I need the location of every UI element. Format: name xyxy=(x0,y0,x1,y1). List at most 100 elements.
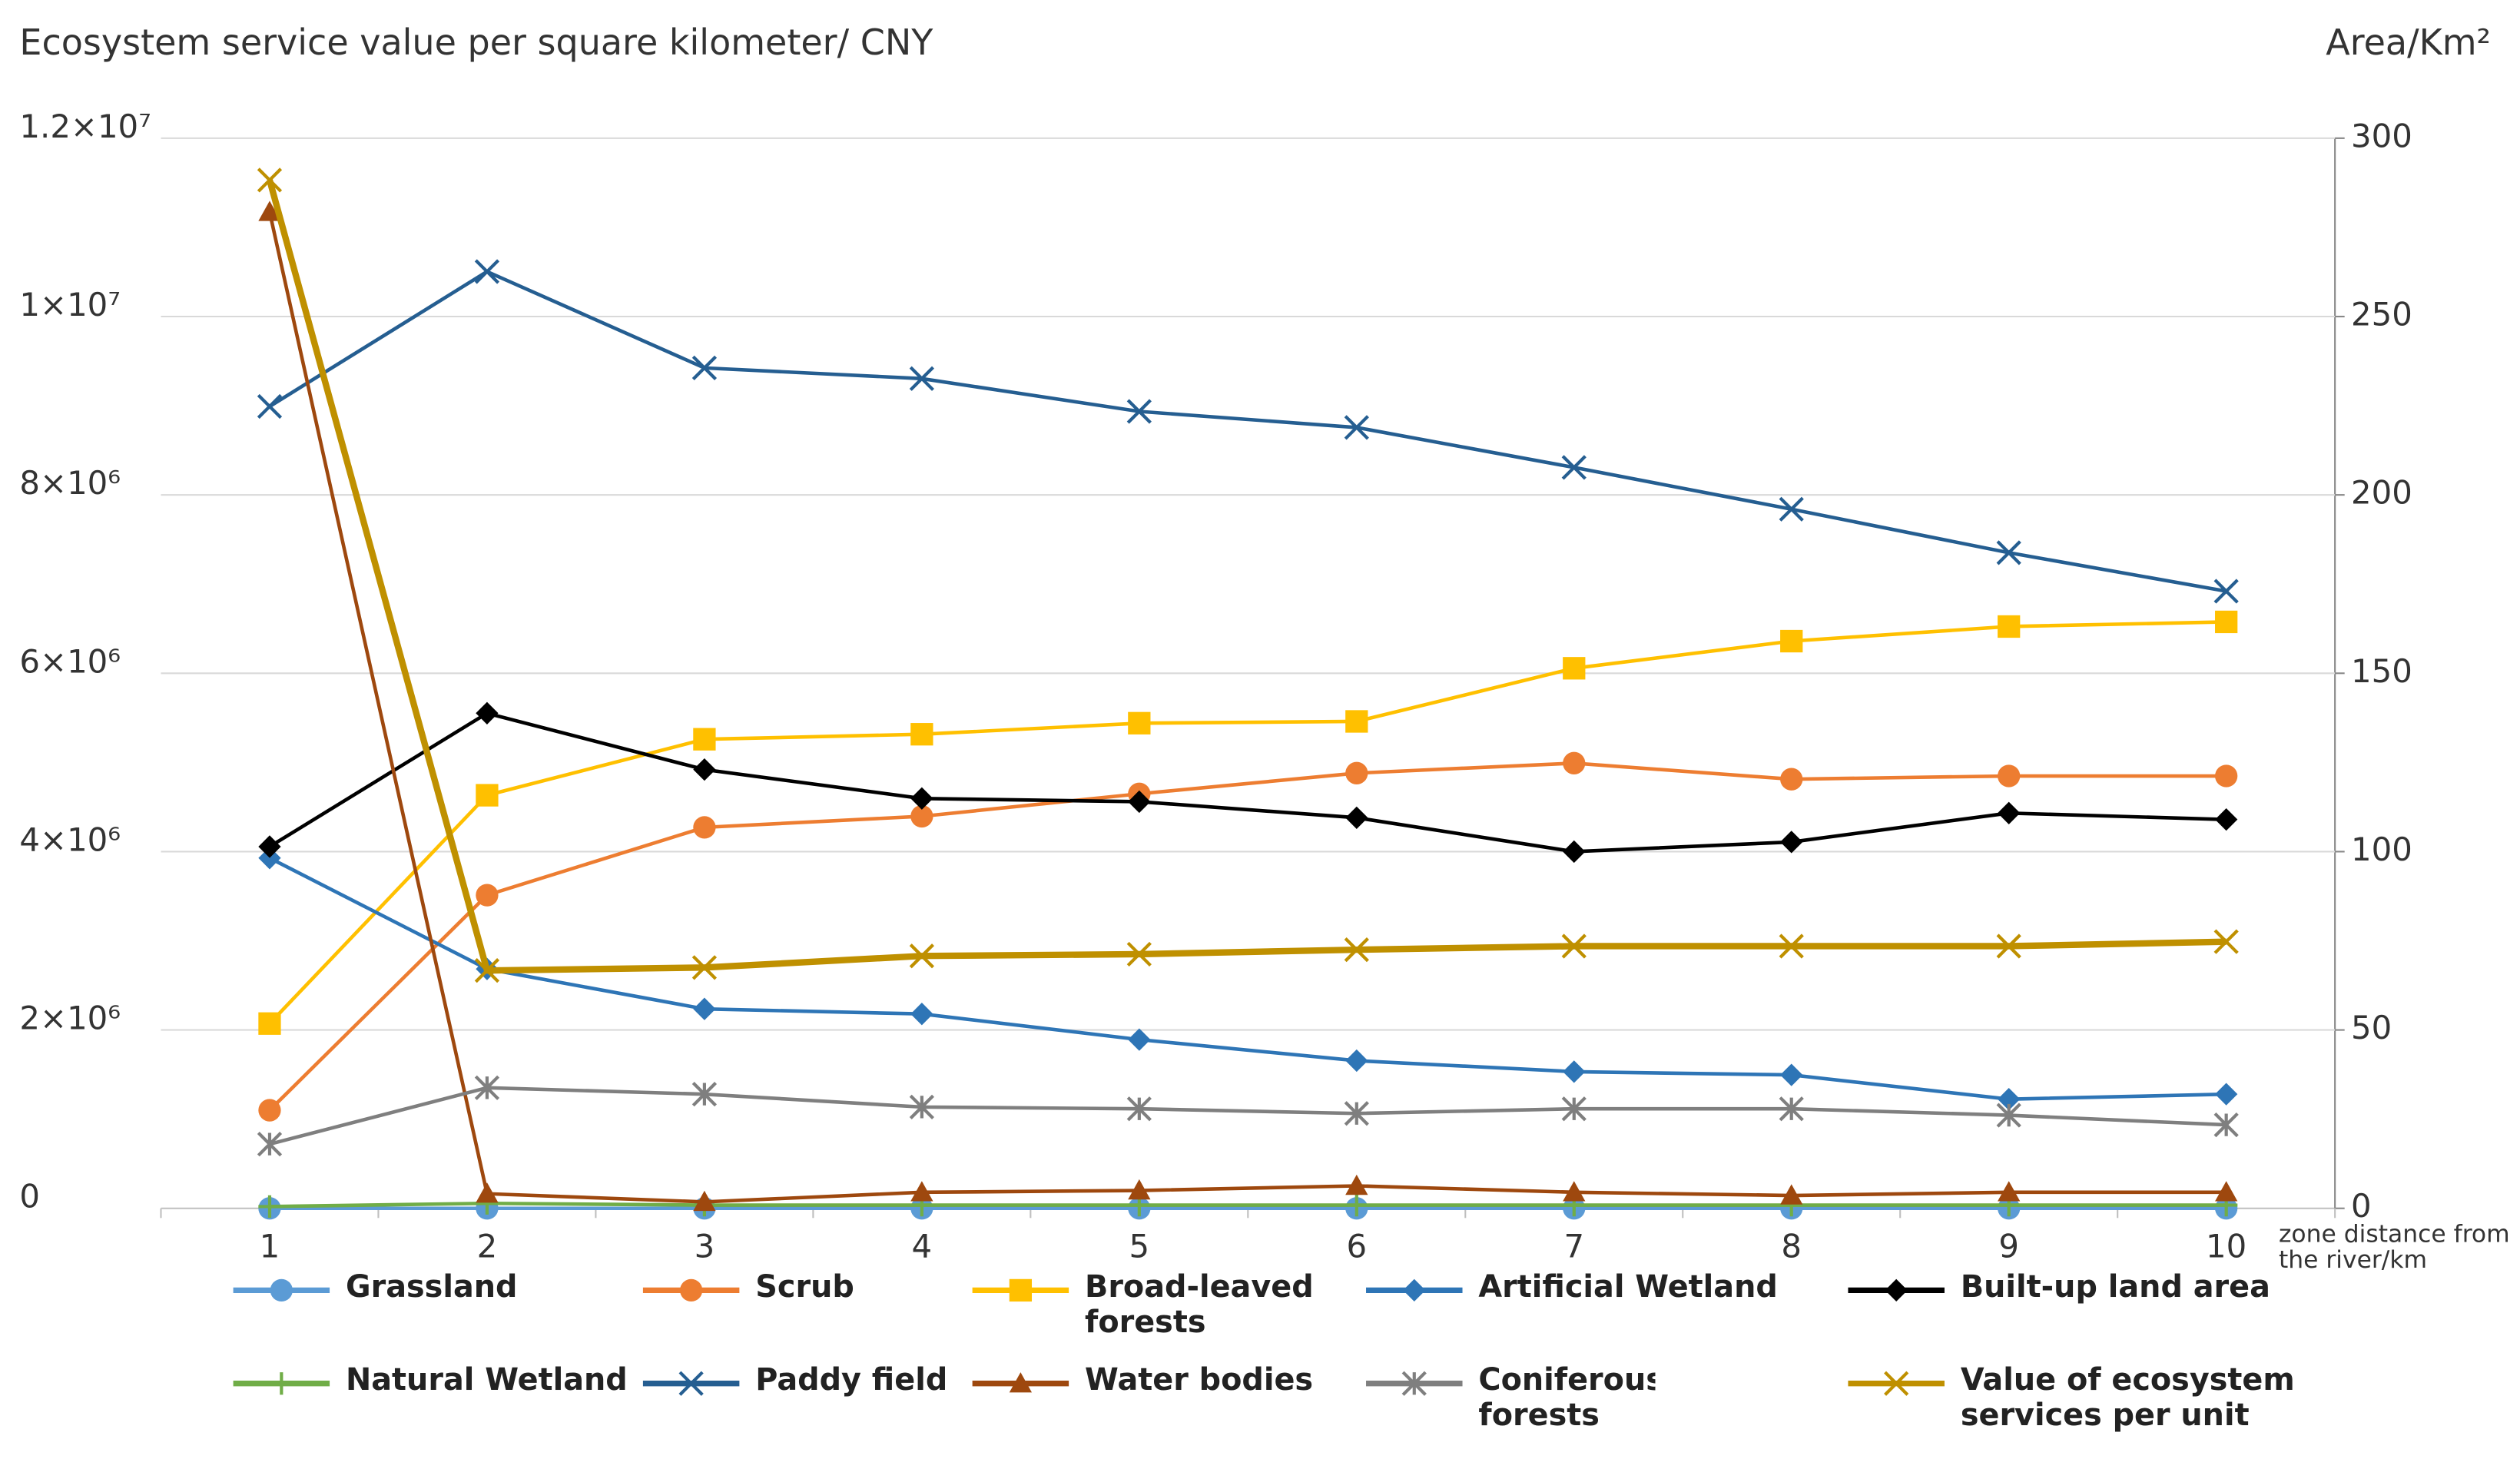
y-axis-title: Ecosystem service value per square kilom… xyxy=(19,22,933,63)
legend-label-box: Built-up land area xyxy=(1961,1269,2270,1305)
marker xyxy=(258,1012,281,1035)
marker xyxy=(476,1182,499,1203)
series-line xyxy=(268,711,2227,854)
marker xyxy=(2215,764,2238,788)
marker xyxy=(1344,937,1369,963)
marker xyxy=(257,1132,283,1157)
marker xyxy=(1779,933,1804,959)
marker xyxy=(257,393,283,419)
marker xyxy=(1345,1193,1368,1217)
marker xyxy=(258,1195,281,1219)
legend-label-box: Value of ecosystem services per unit xyxy=(1961,1363,2295,1434)
marker xyxy=(476,701,499,725)
marker xyxy=(1998,1181,2021,1202)
y2-tick-label: 100 xyxy=(2351,831,2412,868)
marker xyxy=(270,1278,293,1302)
marker xyxy=(1780,1063,1803,1086)
marker xyxy=(1996,933,2021,959)
marker xyxy=(2213,1112,2239,1138)
series-line xyxy=(268,856,2227,1101)
marker xyxy=(1345,761,1368,784)
y2-tick-label: 250 xyxy=(2351,296,2412,333)
marker xyxy=(693,997,716,1020)
marker xyxy=(258,201,281,221)
legend-label-box: Scrub xyxy=(755,1269,854,1305)
marker xyxy=(910,1003,933,1026)
marker xyxy=(1561,455,1587,480)
marker xyxy=(1563,1181,1586,1202)
marker xyxy=(1780,768,1803,791)
marker xyxy=(1345,1049,1368,1073)
y-tick-label: 0 xyxy=(19,1178,40,1215)
legend-label: Artificial Wetland xyxy=(1478,1269,1778,1305)
series-line xyxy=(268,761,2227,1112)
marker xyxy=(910,787,933,810)
marker xyxy=(1126,941,1152,967)
legend-label: Grassland xyxy=(345,1269,518,1305)
marker xyxy=(1563,1060,1586,1083)
legend-label-box: Broad-leaved forests xyxy=(1085,1269,1314,1341)
legend-label-box: Natural Wetland xyxy=(346,1363,628,1398)
marker xyxy=(1128,790,1151,814)
x-tick-label: 7 xyxy=(1563,1228,1584,1265)
marker xyxy=(1779,496,1804,522)
marker xyxy=(474,1075,500,1100)
marker xyxy=(691,1082,718,1107)
marker xyxy=(678,1371,704,1396)
marker xyxy=(1345,710,1368,733)
marker xyxy=(1345,806,1368,829)
marker xyxy=(909,1094,934,1119)
marker xyxy=(270,1372,293,1395)
marker xyxy=(1561,1096,1587,1122)
y2-tick-label: 300 xyxy=(2351,117,2412,154)
marker xyxy=(1884,1371,1909,1396)
marker xyxy=(258,1099,281,1122)
legend-label: Scrub xyxy=(755,1269,854,1305)
marker xyxy=(2215,808,2238,831)
marker xyxy=(910,723,933,746)
x-tick-label: 8 xyxy=(1781,1228,1802,1265)
marker xyxy=(1998,764,2021,788)
x-tick-label: 1 xyxy=(260,1228,280,1265)
marker xyxy=(691,955,718,980)
legend-label-box: Water bodies xyxy=(1085,1362,1314,1398)
series-line xyxy=(269,1201,2227,1209)
marker xyxy=(1563,657,1586,680)
marker xyxy=(1998,1088,2021,1111)
y2-tick-label: 150 xyxy=(2351,652,2412,690)
legend-label: Water bodies xyxy=(1085,1362,1314,1398)
marker xyxy=(910,804,933,828)
marker xyxy=(1780,629,1803,653)
marker xyxy=(1780,1184,1803,1205)
marker xyxy=(258,847,281,870)
marker xyxy=(909,366,934,391)
marker xyxy=(1885,1278,1908,1302)
x-tick-label: 4 xyxy=(912,1228,933,1265)
marker xyxy=(2215,1083,2238,1106)
y2-tick-label: 0 xyxy=(2351,1187,2372,1225)
x-tick-label: 10 xyxy=(2206,1228,2246,1265)
marker xyxy=(257,167,283,193)
marker xyxy=(1401,1371,1427,1396)
marker xyxy=(2213,579,2239,604)
marker xyxy=(2215,610,2238,634)
marker xyxy=(1344,1101,1369,1126)
y-tick-label: 2×10⁶ xyxy=(19,1000,121,1037)
legend-label: Broad-leaved forests xyxy=(1085,1269,1314,1341)
legend-label-box: Artificial Wetland xyxy=(1478,1269,1778,1305)
marker xyxy=(1780,831,1803,854)
y-tick-label: 8×10⁶ xyxy=(19,464,121,502)
marker xyxy=(680,1278,703,1302)
marker xyxy=(1128,1028,1151,1051)
marker xyxy=(1009,1372,1033,1393)
x-axis-title: zone distance from the river/km xyxy=(2278,1221,2510,1275)
y2-tick-label: 200 xyxy=(2351,474,2412,512)
marker xyxy=(693,1190,716,1212)
legend-label: Coniferous forests xyxy=(1478,1362,1656,1434)
marker xyxy=(1344,415,1369,440)
marker xyxy=(1996,1103,2021,1128)
marker xyxy=(1779,1096,1804,1122)
marker xyxy=(1563,751,1586,774)
marker xyxy=(1563,840,1586,864)
marker xyxy=(476,884,499,907)
